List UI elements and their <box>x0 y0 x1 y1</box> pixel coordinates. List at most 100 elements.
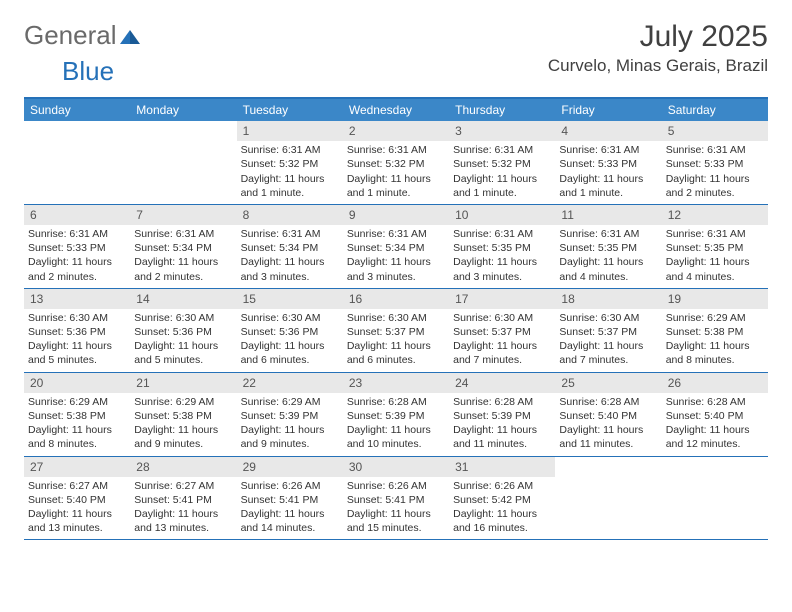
day-body: Sunrise: 6:27 AMSunset: 5:41 PMDaylight:… <box>130 477 236 540</box>
day-cell: 17Sunrise: 6:30 AMSunset: 5:37 PMDayligh… <box>449 289 555 372</box>
daylight-text: Daylight: 11 hours and 5 minutes. <box>134 339 232 367</box>
sunset-text: Sunset: 5:41 PM <box>134 493 232 507</box>
week-row: 27Sunrise: 6:27 AMSunset: 5:40 PMDayligh… <box>24 457 768 541</box>
sunrise-text: Sunrise: 6:26 AM <box>347 479 445 493</box>
daylight-text: Daylight: 11 hours and 1 minute. <box>453 172 551 200</box>
week-row: 13Sunrise: 6:30 AMSunset: 5:36 PMDayligh… <box>24 289 768 373</box>
day-cell: 11Sunrise: 6:31 AMSunset: 5:35 PMDayligh… <box>555 205 661 288</box>
sunset-text: Sunset: 5:34 PM <box>347 241 445 255</box>
day-number: 18 <box>555 289 661 309</box>
day-cell: 5Sunrise: 6:31 AMSunset: 5:33 PMDaylight… <box>662 121 768 204</box>
daylight-text: Daylight: 11 hours and 3 minutes. <box>241 255 339 283</box>
calendar: SundayMondayTuesdayWednesdayThursdayFrid… <box>24 97 768 540</box>
sunrise-text: Sunrise: 6:28 AM <box>347 395 445 409</box>
day-body: Sunrise: 6:27 AMSunset: 5:40 PMDaylight:… <box>24 477 130 540</box>
day-cell: 14Sunrise: 6:30 AMSunset: 5:36 PMDayligh… <box>130 289 236 372</box>
day-number: 13 <box>24 289 130 309</box>
daylight-text: Daylight: 11 hours and 3 minutes. <box>347 255 445 283</box>
weekday-sunday: Sunday <box>24 99 130 121</box>
day-body: Sunrise: 6:28 AMSunset: 5:39 PMDaylight:… <box>449 393 555 456</box>
sunset-text: Sunset: 5:36 PM <box>241 325 339 339</box>
sunset-text: Sunset: 5:36 PM <box>134 325 232 339</box>
daylight-text: Daylight: 11 hours and 8 minutes. <box>28 423 126 451</box>
day-body: Sunrise: 6:29 AMSunset: 5:38 PMDaylight:… <box>24 393 130 456</box>
sunset-text: Sunset: 5:38 PM <box>134 409 232 423</box>
sunrise-text: Sunrise: 6:31 AM <box>241 143 339 157</box>
logo-text-2: Blue <box>62 56 114 86</box>
day-number: 16 <box>343 289 449 309</box>
day-number: 6 <box>24 205 130 225</box>
sunset-text: Sunset: 5:34 PM <box>241 241 339 255</box>
day-number: 11 <box>555 205 661 225</box>
day-cell: 10Sunrise: 6:31 AMSunset: 5:35 PMDayligh… <box>449 205 555 288</box>
day-cell: 21Sunrise: 6:29 AMSunset: 5:38 PMDayligh… <box>130 373 236 456</box>
sunrise-text: Sunrise: 6:31 AM <box>559 227 657 241</box>
day-body: Sunrise: 6:29 AMSunset: 5:39 PMDaylight:… <box>237 393 343 456</box>
sunrise-text: Sunrise: 6:31 AM <box>559 143 657 157</box>
logo-text-2-wrap: Blue <box>62 56 792 87</box>
sunset-text: Sunset: 5:33 PM <box>666 157 764 171</box>
day-cell: 3Sunrise: 6:31 AMSunset: 5:32 PMDaylight… <box>449 121 555 204</box>
daylight-text: Daylight: 11 hours and 1 minute. <box>347 172 445 200</box>
sunset-text: Sunset: 5:37 PM <box>347 325 445 339</box>
sunrise-text: Sunrise: 6:31 AM <box>666 227 764 241</box>
sunrise-text: Sunrise: 6:31 AM <box>453 227 551 241</box>
day-body: Sunrise: 6:26 AMSunset: 5:41 PMDaylight:… <box>237 477 343 540</box>
weekday-tuesday: Tuesday <box>237 99 343 121</box>
daylight-text: Daylight: 11 hours and 4 minutes. <box>666 255 764 283</box>
day-number: 26 <box>662 373 768 393</box>
daylight-text: Daylight: 11 hours and 2 minutes. <box>666 172 764 200</box>
daylight-text: Daylight: 11 hours and 7 minutes. <box>453 339 551 367</box>
day-cell: 4Sunrise: 6:31 AMSunset: 5:33 PMDaylight… <box>555 121 661 204</box>
sunrise-text: Sunrise: 6:30 AM <box>28 311 126 325</box>
day-empty <box>24 121 130 204</box>
sunrise-text: Sunrise: 6:31 AM <box>134 227 232 241</box>
sunrise-text: Sunrise: 6:29 AM <box>241 395 339 409</box>
day-body: Sunrise: 6:30 AMSunset: 5:36 PMDaylight:… <box>237 309 343 372</box>
day-cell: 6Sunrise: 6:31 AMSunset: 5:33 PMDaylight… <box>24 205 130 288</box>
day-cell: 24Sunrise: 6:28 AMSunset: 5:39 PMDayligh… <box>449 373 555 456</box>
daylight-text: Daylight: 11 hours and 10 minutes. <box>347 423 445 451</box>
daylight-text: Daylight: 11 hours and 8 minutes. <box>666 339 764 367</box>
day-empty <box>662 457 768 540</box>
day-number: 25 <box>555 373 661 393</box>
day-number: 3 <box>449 121 555 141</box>
day-number: 20 <box>24 373 130 393</box>
day-cell: 22Sunrise: 6:29 AMSunset: 5:39 PMDayligh… <box>237 373 343 456</box>
daylight-text: Daylight: 11 hours and 4 minutes. <box>559 255 657 283</box>
day-number: 22 <box>237 373 343 393</box>
sunset-text: Sunset: 5:38 PM <box>28 409 126 423</box>
day-cell: 12Sunrise: 6:31 AMSunset: 5:35 PMDayligh… <box>662 205 768 288</box>
weekday-header-row: SundayMondayTuesdayWednesdayThursdayFrid… <box>24 99 768 121</box>
day-body: Sunrise: 6:31 AMSunset: 5:32 PMDaylight:… <box>343 141 449 204</box>
day-cell: 30Sunrise: 6:26 AMSunset: 5:41 PMDayligh… <box>343 457 449 540</box>
day-cell: 7Sunrise: 6:31 AMSunset: 5:34 PMDaylight… <box>130 205 236 288</box>
daylight-text: Daylight: 11 hours and 6 minutes. <box>241 339 339 367</box>
logo: General <box>24 20 143 51</box>
sunset-text: Sunset: 5:41 PM <box>241 493 339 507</box>
daylight-text: Daylight: 11 hours and 2 minutes. <box>134 255 232 283</box>
weekday-wednesday: Wednesday <box>343 99 449 121</box>
day-number: 12 <box>662 205 768 225</box>
day-body: Sunrise: 6:30 AMSunset: 5:37 PMDaylight:… <box>449 309 555 372</box>
sunset-text: Sunset: 5:41 PM <box>347 493 445 507</box>
week-row: 6Sunrise: 6:31 AMSunset: 5:33 PMDaylight… <box>24 205 768 289</box>
sunrise-text: Sunrise: 6:28 AM <box>666 395 764 409</box>
month-title: July 2025 <box>548 20 768 54</box>
day-body: Sunrise: 6:28 AMSunset: 5:40 PMDaylight:… <box>555 393 661 456</box>
day-cell: 13Sunrise: 6:30 AMSunset: 5:36 PMDayligh… <box>24 289 130 372</box>
weekday-monday: Monday <box>130 99 236 121</box>
day-cell: 19Sunrise: 6:29 AMSunset: 5:38 PMDayligh… <box>662 289 768 372</box>
sunrise-text: Sunrise: 6:28 AM <box>559 395 657 409</box>
day-body: Sunrise: 6:31 AMSunset: 5:33 PMDaylight:… <box>662 141 768 204</box>
daylight-text: Daylight: 11 hours and 15 minutes. <box>347 507 445 535</box>
sunrise-text: Sunrise: 6:31 AM <box>28 227 126 241</box>
day-body: Sunrise: 6:30 AMSunset: 5:36 PMDaylight:… <box>130 309 236 372</box>
day-body: Sunrise: 6:31 AMSunset: 5:35 PMDaylight:… <box>662 225 768 288</box>
sunrise-text: Sunrise: 6:30 AM <box>347 311 445 325</box>
daylight-text: Daylight: 11 hours and 1 minute. <box>559 172 657 200</box>
day-number: 29 <box>237 457 343 477</box>
sunrise-text: Sunrise: 6:26 AM <box>241 479 339 493</box>
daylight-text: Daylight: 11 hours and 6 minutes. <box>347 339 445 367</box>
weekday-thursday: Thursday <box>449 99 555 121</box>
